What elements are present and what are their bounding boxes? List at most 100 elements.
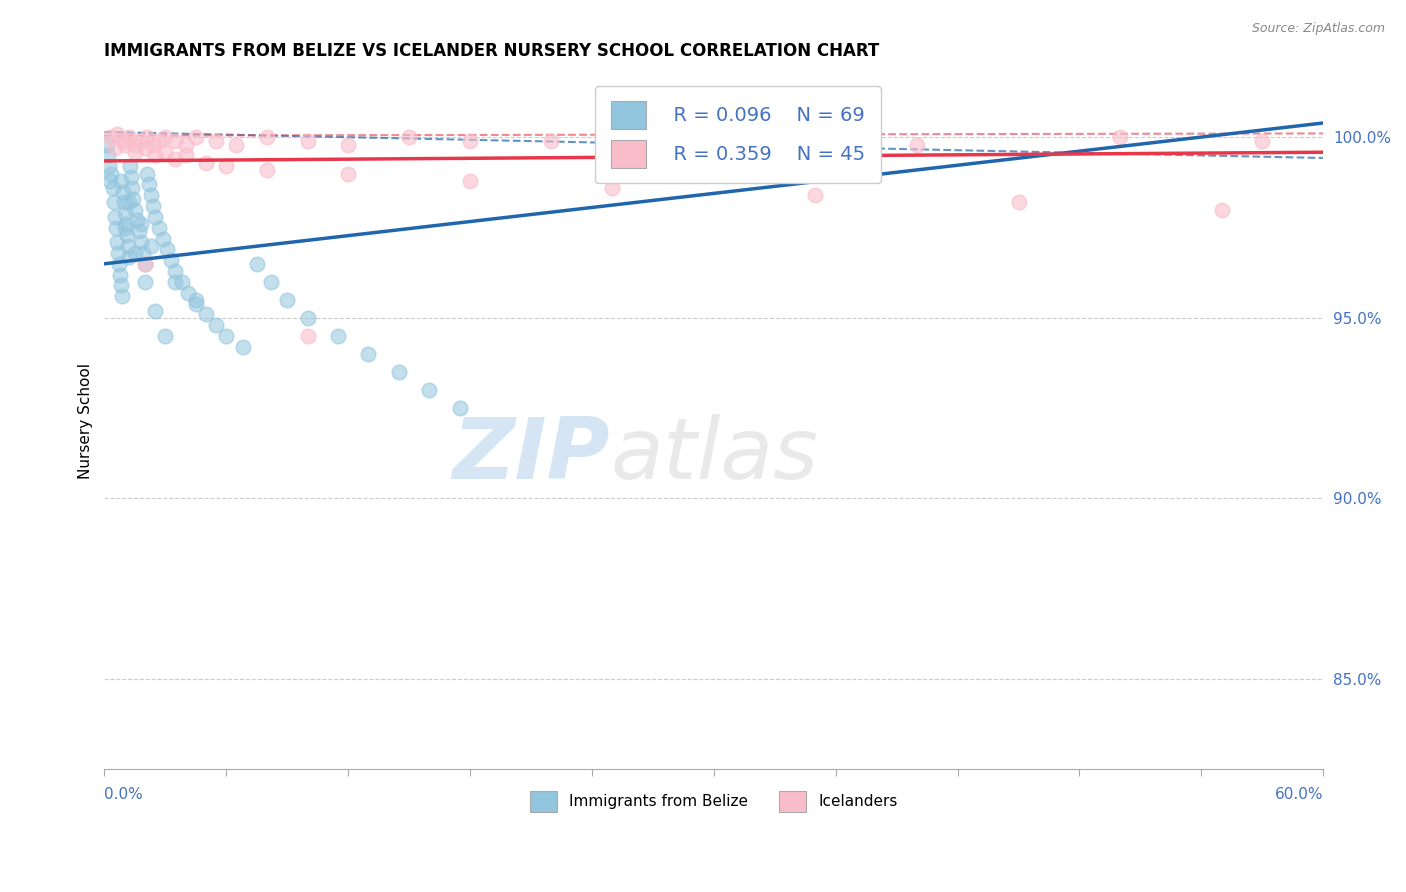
Point: [107, 246, 129, 260]
Point: [132, 246, 155, 260]
Point: [114, 206, 136, 220]
Point: [111, 185, 134, 199]
Point: [118, 159, 141, 173]
Point: [112, 195, 135, 210]
Point: [103, 141, 125, 155]
Point: [215, 159, 238, 173]
Legend: Immigrants from Belize, Icelanders: Immigrants from Belize, Icelanders: [517, 779, 910, 824]
Point: [134, 257, 156, 271]
Point: [194, 155, 217, 169]
Point: [297, 134, 319, 148]
Point: [297, 310, 319, 325]
Point: [118, 250, 141, 264]
Point: [225, 137, 247, 152]
Point: [105, 235, 128, 249]
Text: IMMIGRANTS FROM BELIZE VS ICELANDER NURSERY SCHOOL CORRELATION CHART: IMMIGRANTS FROM BELIZE VS ICELANDER NURS…: [104, 42, 880, 60]
Point: [118, 130, 141, 145]
Point: [1211, 202, 1233, 217]
Point: [107, 257, 129, 271]
Point: [905, 137, 928, 152]
Point: [124, 145, 146, 159]
Point: [114, 217, 136, 231]
Point: [136, 130, 159, 145]
Point: [103, 210, 125, 224]
Point: [246, 257, 269, 271]
Point: [143, 303, 166, 318]
Point: [155, 329, 177, 343]
Point: [139, 238, 162, 252]
Point: [114, 220, 136, 235]
Point: [134, 257, 156, 271]
Point: [418, 383, 440, 397]
Point: [97, 148, 120, 162]
Point: [398, 130, 420, 145]
Point: [114, 137, 136, 152]
Point: [458, 134, 481, 148]
Point: [139, 188, 162, 202]
Point: [98, 159, 121, 173]
Point: [449, 401, 471, 416]
Point: [124, 246, 146, 260]
Point: [1007, 195, 1029, 210]
Point: [111, 134, 134, 148]
Point: [184, 293, 207, 307]
Point: [104, 220, 127, 235]
Point: [215, 329, 238, 343]
Point: [337, 137, 360, 152]
Point: [117, 238, 139, 252]
Point: [256, 130, 278, 145]
Point: [111, 289, 134, 303]
Point: [184, 296, 207, 310]
Point: [148, 220, 170, 235]
Point: [600, 181, 623, 195]
Point: [100, 167, 122, 181]
Point: [1109, 130, 1132, 145]
Point: [260, 275, 283, 289]
Point: [540, 134, 562, 148]
Point: [103, 195, 125, 210]
Point: [143, 148, 166, 162]
Point: [231, 340, 253, 354]
Point: [256, 162, 278, 177]
Point: [205, 134, 228, 148]
Point: [129, 235, 152, 249]
Text: atlas: atlas: [610, 414, 818, 497]
Point: [120, 170, 142, 185]
Point: [115, 227, 138, 242]
Point: [121, 181, 143, 195]
Point: [156, 243, 179, 257]
Point: [155, 130, 177, 145]
Point: [134, 141, 156, 155]
Point: [1251, 134, 1274, 148]
Point: [152, 231, 174, 245]
Point: [128, 224, 150, 238]
Point: [129, 134, 152, 148]
Point: [110, 174, 132, 188]
Point: [108, 268, 131, 282]
Point: [763, 134, 786, 148]
Point: [357, 347, 380, 361]
Point: [337, 167, 360, 181]
Text: Source: ZipAtlas.com: Source: ZipAtlas.com: [1251, 22, 1385, 36]
Point: [138, 178, 160, 192]
Point: [100, 174, 122, 188]
Point: [804, 188, 827, 202]
Point: [165, 152, 187, 166]
Text: ZIP: ZIP: [453, 414, 610, 497]
Point: [165, 264, 187, 278]
Point: [194, 307, 217, 321]
Point: [205, 318, 228, 333]
Point: [110, 278, 132, 293]
Point: [125, 213, 148, 227]
Y-axis label: Nursery School: Nursery School: [79, 363, 93, 479]
Point: [388, 365, 411, 379]
Text: 0.0%: 0.0%: [104, 788, 143, 803]
Point: [276, 293, 298, 307]
Text: 60.0%: 60.0%: [1275, 788, 1323, 803]
Point: [143, 210, 166, 224]
Point: [148, 134, 170, 148]
Point: [96, 137, 118, 152]
Point: [142, 199, 165, 213]
Point: [165, 275, 187, 289]
Point: [142, 137, 165, 152]
